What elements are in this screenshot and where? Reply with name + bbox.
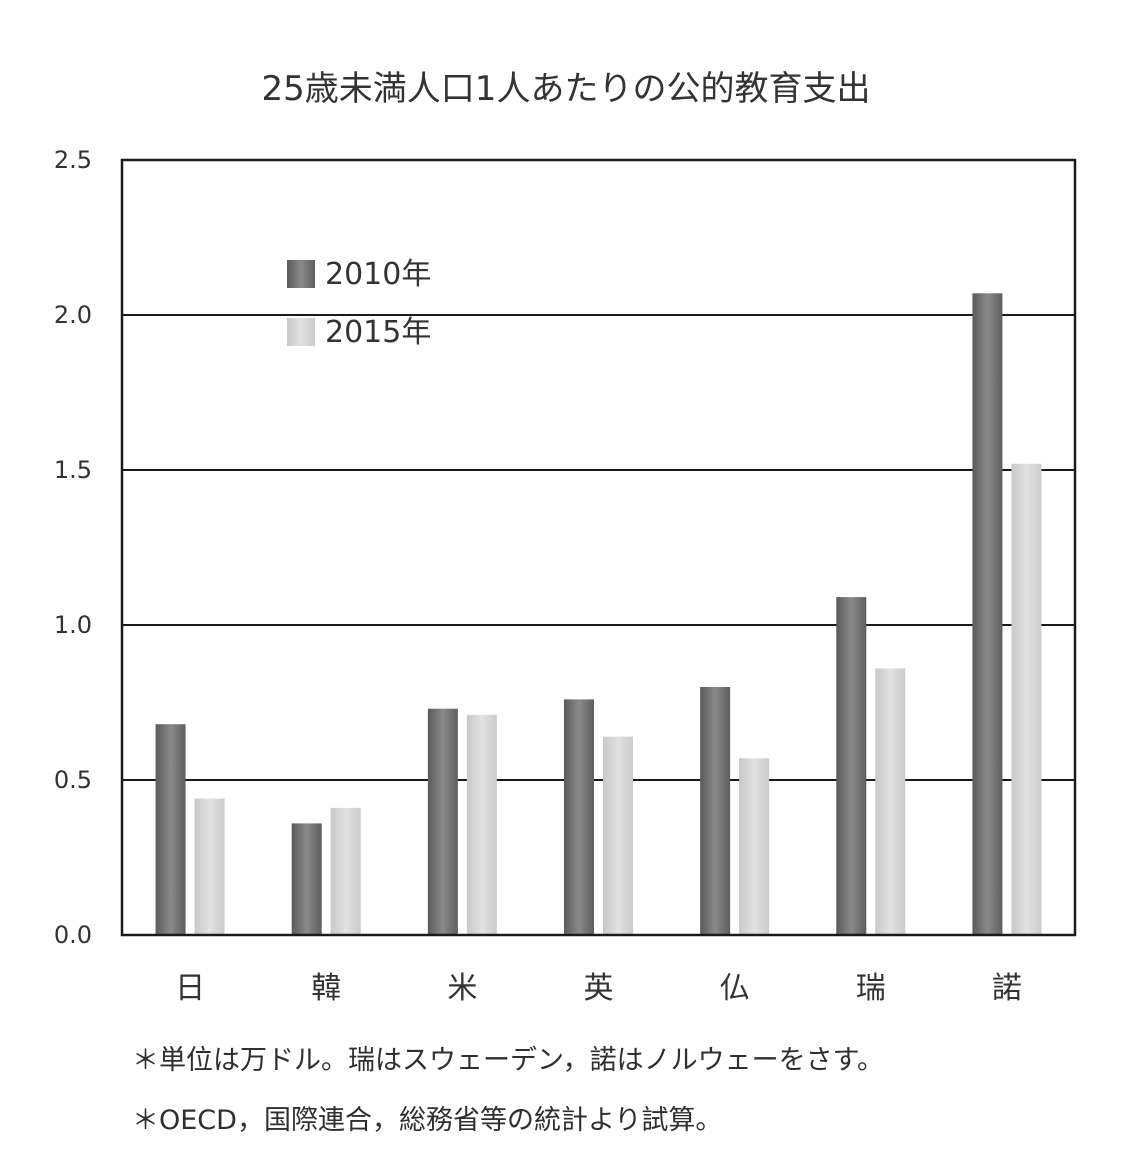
footnote-units: ＊単位は万ドル。瑞はスウェーデン，諾はノルウェーをさす。 [132,1045,884,1076]
legend-swatch-2010 [287,260,315,288]
bar-2010-6 [972,293,1003,935]
plot-frame [120,158,1077,937]
x-tick-label: 仏 [720,971,750,1006]
x-tick-label: 米 [447,971,477,1006]
chart-title: 25歳未満人口1人あたりの公的教育支出 [262,69,871,109]
legend-swatch-2015 [287,318,315,346]
y-tick-label: 0.0 [54,921,92,949]
bar-2010-4 [700,687,731,935]
y-tick-label: 2.0 [54,301,92,329]
bar-2015-1 [330,807,361,935]
bar-2015-3 [603,736,633,935]
y-axis-ticks: 0.0 0.5 1.0 1.5 2.0 2.5 [54,146,92,949]
gridlines [122,314,1075,781]
legend-label-2010: 2010年 [325,257,431,292]
x-tick-label: 諾 [992,971,1022,1006]
bar-2015-0 [194,798,225,935]
y-tick-label: 1.0 [54,611,92,639]
y-tick-label: 0.5 [54,766,92,794]
bar-2010-3 [564,699,594,935]
bar-2015-6 [1011,463,1042,935]
x-tick-label: 英 [584,971,614,1006]
bar-2015-2 [466,714,497,935]
x-tick-label: 瑞 [856,971,886,1006]
bars [155,293,1042,935]
bar-2010-5 [836,597,867,935]
footnote-source: ＊OECD，国際連合，総務省等の統計より試算。 [132,1105,723,1136]
bar-2010-0 [155,724,186,935]
bar-2010-2 [427,708,458,935]
legend-label-2015: 2015年 [325,315,431,350]
x-tick-label: 韓 [311,971,341,1006]
bar-2015-4 [739,758,770,935]
bar-2010-1 [291,823,322,935]
x-tick-label: 日 [175,971,205,1006]
bar-2015-5 [875,668,906,935]
y-tick-label: 1.5 [54,456,92,484]
y-tick-label: 2.5 [54,146,92,174]
x-axis-ticks: 日韓米英仏瑞諾 [175,971,1022,1006]
legend: 2010年 2015年 [287,257,431,350]
